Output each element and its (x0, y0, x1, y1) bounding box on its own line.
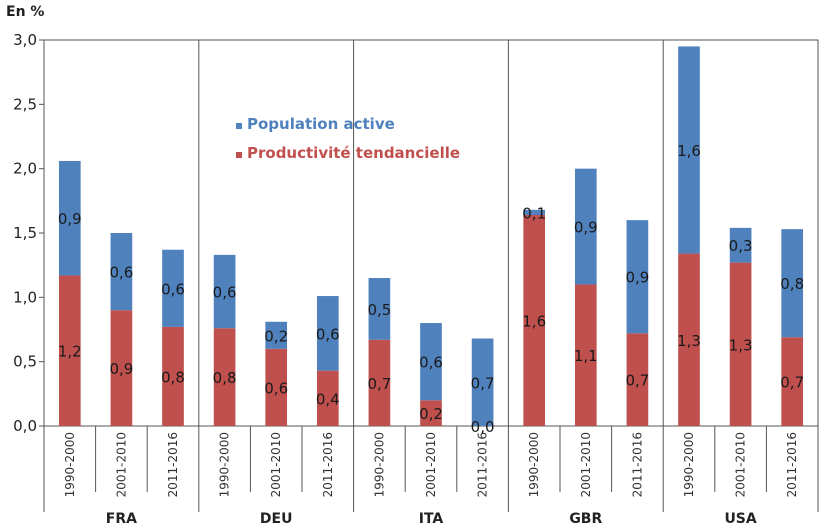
bar-segment-population (162, 249, 184, 327)
bar-segment-productivite (368, 339, 391, 426)
data-label-population: 0,9 (625, 269, 649, 287)
bar-segment-population (58, 160, 81, 276)
period-label: 1990-2000 (63, 432, 77, 497)
period-label: 1990-2000 (372, 432, 386, 497)
data-label-population: 0,6 (109, 264, 133, 282)
data-label-productivite: 1,1 (574, 347, 598, 365)
bar-segment-productivite (781, 337, 804, 426)
data-label-population: 0,8 (780, 275, 804, 293)
bar-segment-population (368, 278, 391, 340)
data-label-population: 0,5 (367, 301, 391, 319)
data-label-productivite: 1,2 (58, 343, 82, 361)
bar-segment-productivite (678, 253, 700, 426)
data-label-productivite: 0,0 (471, 418, 495, 436)
country-label: FRA (106, 511, 137, 527)
country-label: DEU (260, 511, 293, 527)
bar-segment-population (420, 323, 442, 401)
country-label: ITA (419, 511, 444, 527)
bar-segment-productivite (58, 275, 81, 426)
country-label: GBR (569, 511, 602, 527)
data-label-population: 0,9 (574, 219, 598, 237)
period-label: 2001-2010 (269, 432, 283, 497)
period-label: 2001-2010 (424, 432, 438, 497)
y-tick-label: 0,5 (13, 353, 37, 371)
bar-segment-productivite (420, 400, 442, 426)
bar-segment-productivite (729, 262, 752, 426)
bar-segment-productivite (574, 284, 597, 426)
y-tick-label: 1,0 (13, 288, 37, 306)
bar-segment-productivite (265, 348, 288, 426)
data-label-productivite: 0,7 (780, 374, 804, 392)
legend-swatch (236, 152, 242, 158)
bar-segment-population (678, 46, 700, 254)
data-label-productivite: 1,6 (522, 312, 546, 330)
legend-entry: Productivité tendancielle (247, 144, 460, 162)
period-label: 2011-2016 (166, 432, 180, 497)
period-label: 2001-2010 (734, 432, 748, 497)
period-label: 2011-2016 (785, 432, 799, 497)
legend-entry: Population active (247, 115, 395, 133)
bar-segment-productivite (110, 310, 133, 426)
legend-swatch (236, 123, 242, 129)
period-label: 2011-2016 (321, 432, 335, 497)
bar-segment-population (213, 254, 236, 329)
period-label: 2011-2016 (630, 432, 644, 497)
data-label-population: 0,1 (522, 204, 546, 222)
bar-segment-population (265, 321, 288, 349)
bar-segment-population (316, 296, 339, 371)
data-label-population: 0,7 (471, 374, 495, 392)
period-label: 2001-2010 (114, 432, 128, 497)
bar-segment-population (729, 227, 752, 263)
bar-segment-population (110, 233, 133, 311)
country-label: USA (724, 511, 756, 527)
period-label: 2001-2010 (579, 432, 593, 497)
bar-segment-productivite (162, 326, 184, 426)
data-label-productivite: 0,8 (213, 369, 237, 387)
bar-segment-population (781, 229, 804, 338)
data-label-population: 0,2 (264, 327, 288, 345)
data-label-productivite: 0,4 (316, 390, 340, 408)
data-label-productivite: 0,7 (367, 375, 391, 393)
data-label-productivite: 0,9 (109, 360, 133, 378)
data-label-productivite: 0,2 (419, 405, 443, 423)
data-label-productivite: 0,8 (161, 368, 185, 386)
bar-segment-population (626, 220, 649, 334)
bar-segment-productivite (626, 333, 649, 426)
data-label-productivite: 1,3 (729, 336, 753, 354)
bar-segment-population (574, 168, 597, 285)
bar-segment-productivite (523, 214, 546, 426)
bar-segment-productivite (316, 370, 339, 426)
y-tick-label: 0,0 (13, 417, 37, 435)
y-tick-label: 2,5 (13, 95, 37, 113)
data-label-productivite: 1,3 (677, 332, 701, 350)
y-tick-label: 1,5 (13, 224, 37, 242)
data-label-productivite: 0,7 (625, 372, 649, 390)
data-label-productivite: 0,6 (264, 379, 288, 397)
data-label-population: 0,9 (58, 210, 82, 228)
y-tick-label: 3,0 (13, 31, 37, 49)
period-label: 1990-2000 (527, 432, 541, 497)
data-label-population: 0,6 (213, 284, 237, 302)
period-label: 1990-2000 (218, 432, 232, 497)
data-label-population: 0,3 (729, 237, 753, 255)
data-label-population: 0,6 (161, 280, 185, 298)
data-label-population: 1,6 (677, 142, 701, 160)
period-label: 2011-2016 (476, 432, 490, 497)
data-label-population: 0,6 (419, 354, 443, 372)
y-unit-label: En % (6, 4, 44, 20)
period-label: 1990-2000 (682, 432, 696, 497)
bar-segment-population (523, 209, 546, 215)
bar-segment-productivite (213, 328, 236, 426)
data-label-population: 0,6 (316, 325, 340, 343)
y-tick-label: 2,0 (13, 160, 37, 178)
bar-segment-population (471, 338, 494, 426)
